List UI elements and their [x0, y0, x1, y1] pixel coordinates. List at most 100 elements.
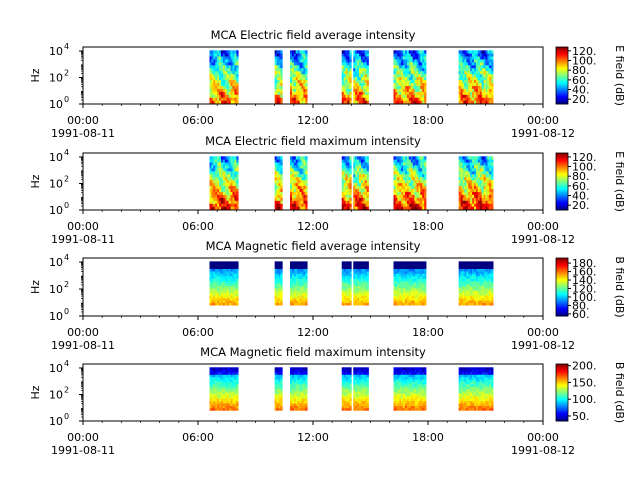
spectrogram-cell: [464, 293, 467, 296]
spectrogram-cell: [234, 50, 237, 54]
spectrogram-cell: [355, 182, 358, 187]
spectrogram-cell: [228, 156, 231, 160]
spectrogram-cell: [466, 290, 469, 294]
spectrogram-cell: [418, 171, 421, 175]
spectrogram-cell: [278, 391, 281, 394]
spectrogram-cell: [305, 65, 308, 69]
spectrogram-cell: [303, 288, 306, 291]
spectrogram-cell: [291, 56, 295, 60]
spectrogram-cell: [222, 162, 226, 166]
spectrogram-cell: [221, 62, 224, 66]
spectrogram-cell: [483, 266, 486, 269]
spectrogram-cell: [489, 280, 492, 284]
spectrogram-cell: [416, 271, 419, 274]
spectrogram-cell: [397, 300, 400, 304]
spectrogram-cell: [466, 283, 469, 287]
spectrogram-cell: [360, 206, 364, 210]
spectrogram-cell: [278, 168, 281, 172]
spectrogram-cell: [403, 191, 406, 195]
spectrogram-cell: [217, 85, 220, 89]
spectrogram-cell: [393, 82, 396, 86]
spectrogram-cell: [408, 171, 412, 175]
spectrogram-cell: [357, 200, 360, 204]
spectrogram-cell: [232, 297, 235, 301]
spectrogram-cell: [230, 376, 233, 380]
spectrogram-cell: [226, 367, 229, 370]
spectrogram-cell: [420, 203, 423, 207]
spectrogram-cell: [466, 295, 469, 299]
colorbar-segment: [556, 280, 568, 282]
spectrogram-cell: [293, 374, 297, 378]
colorbar-segment: [556, 180, 568, 182]
spectrogram-cell: [491, 73, 494, 78]
spectrogram-cell: [424, 168, 427, 172]
spectrogram-cell: [408, 295, 412, 299]
spectrogram-cell: [209, 280, 212, 284]
spectrogram-cell: [215, 396, 218, 399]
spectrogram-cell: [211, 388, 214, 392]
spectrogram-cell: [472, 293, 475, 296]
spectrogram-cell: [399, 159, 402, 163]
spectrogram-cell: [297, 206, 300, 210]
spectrogram-cell: [222, 82, 226, 86]
spectrogram-cell: [462, 162, 465, 166]
spectrogram-cell: [470, 173, 473, 178]
spectrogram-cell: [397, 206, 400, 210]
spectrogram-cell: [481, 100, 484, 104]
spectrogram-cell: [217, 73, 220, 78]
spectrogram-cell: [366, 82, 369, 86]
colorbar-tick-label: 60.: [572, 180, 590, 193]
spectrogram-cell: [274, 263, 277, 267]
colorbar-segment: [556, 313, 568, 315]
spectrogram-cell: [468, 285, 471, 289]
spectrogram-cell: [280, 50, 283, 54]
spectrogram-cell: [299, 194, 302, 198]
spectrogram-cell: [464, 273, 467, 277]
spectrogram-cell: [477, 88, 481, 92]
spectrogram-cell: [280, 165, 283, 169]
spectrogram-cell: [418, 65, 421, 69]
spectrogram-cell: [475, 194, 479, 198]
spectrogram-cell: [232, 162, 235, 166]
spectrogram-cell: [359, 85, 362, 89]
spectrogram-cell: [221, 302, 224, 306]
spectrogram-cell: [401, 159, 404, 163]
spectrogram-cell: [458, 91, 461, 95]
spectrogram-cell: [468, 85, 471, 89]
spectrogram-cell: [491, 82, 494, 86]
spectrogram-cell: [418, 297, 421, 301]
colorbar-segment: [556, 207, 568, 209]
spectrogram-cell: [477, 285, 481, 289]
spectrogram-cell: [408, 53, 412, 57]
spectrogram-cell: [483, 56, 486, 60]
spectrogram-cell: [393, 171, 396, 175]
spectrogram-cell: [345, 283, 348, 287]
spectrogram-cell: [477, 271, 481, 274]
spectrogram-cell: [405, 297, 408, 301]
spectrogram-cell: [347, 67, 350, 72]
spectrogram-cell: [211, 200, 214, 204]
spectrogram-cell: [412, 268, 415, 272]
spectrogram-cell: [466, 171, 469, 175]
spectrogram-cell: [479, 65, 482, 69]
spectrogram-cell: [353, 56, 356, 60]
spectrogram-cell: [280, 396, 283, 399]
spectrogram-cell: [341, 288, 344, 291]
spectrogram-cell: [295, 176, 298, 181]
colorbar-segment: [556, 78, 568, 80]
spectrogram-cell: [293, 391, 297, 394]
spectrogram-cell: [399, 50, 402, 54]
y-tick-label: 10: [49, 98, 63, 111]
spectrogram-cell: [485, 185, 488, 190]
spectrogram-cell: [408, 302, 412, 306]
spectrogram-cell: [353, 50, 356, 54]
spectrogram-cell: [466, 85, 469, 89]
spectrogram-cell: [276, 263, 279, 267]
spectrogram-cell: [470, 82, 473, 86]
spectrogram-cell: [410, 59, 413, 63]
spectrogram-cell: [276, 94, 279, 98]
spectrogram-cell: [364, 79, 367, 84]
spectrogram-cell: [401, 293, 404, 296]
spectrogram-cell: [343, 171, 346, 175]
spectrogram-cell: [215, 297, 218, 301]
